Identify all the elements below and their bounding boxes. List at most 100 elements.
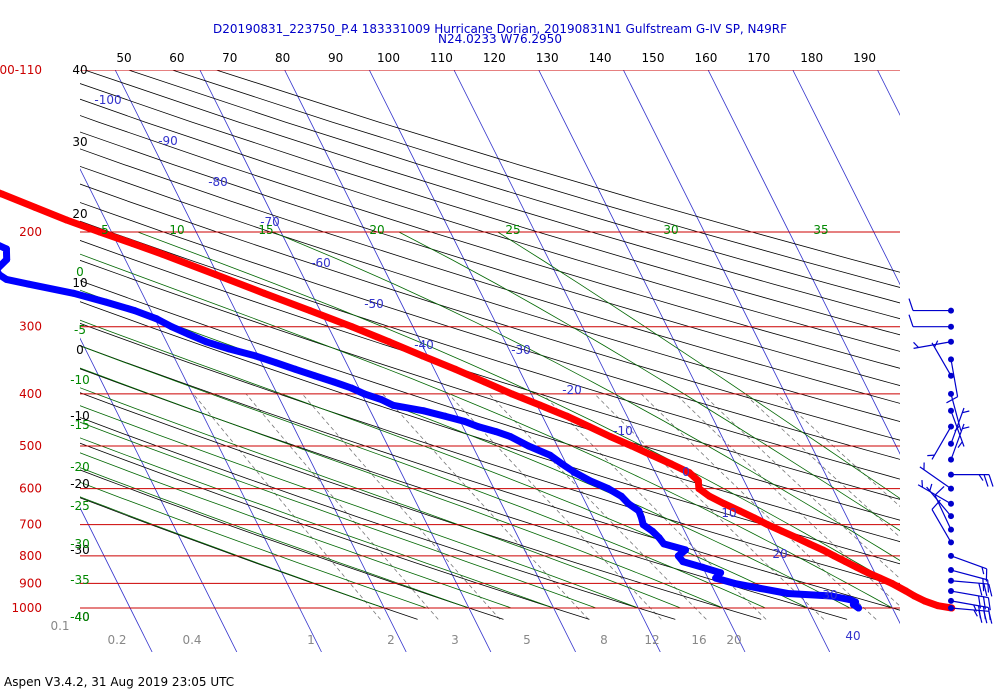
pressure-tick-label: 600 (19, 482, 42, 496)
chart-subtitle: N24.0233 W76.2950 (438, 32, 562, 46)
temperature-point (0, 190, 6, 198)
mixing-ratio-label: 20 (726, 633, 741, 647)
moist-adiabat-label: -40 (70, 610, 90, 624)
dewpoint-point (225, 345, 233, 353)
dry-adiabat-line (84, 70, 900, 320)
top-axis-tick-label: 120 (483, 51, 506, 65)
dewpoint-point (2, 275, 10, 283)
theta-e-label: 20 (369, 223, 384, 237)
theta-e-label: 5 (101, 223, 109, 237)
top-axis-tick-label: 140 (589, 51, 612, 65)
dewpoint-point (360, 390, 368, 398)
dewpoint-point (855, 604, 863, 612)
height-tick-label: -20 (70, 477, 90, 491)
mixing-ratio-line (744, 393, 900, 538)
dry-adiabat-line (80, 259, 900, 521)
wind-barb (908, 314, 954, 330)
theta-e-label: 10 (169, 223, 184, 237)
mixing-ratio-label: 0.2 (107, 633, 126, 647)
dewpoint-point (389, 401, 397, 409)
dry-adiabat-line (80, 165, 900, 422)
mixing-ratio-line (301, 393, 501, 620)
height-tick-label: 10 (72, 276, 87, 290)
dewpoint-point (347, 384, 355, 392)
dewpoint-point (461, 417, 469, 425)
wind-barb-feather (962, 410, 970, 414)
temperature-point (876, 574, 884, 582)
dewpoint-point (586, 477, 594, 485)
mixing-ratio-line (192, 393, 381, 620)
temperature-point (695, 485, 703, 493)
wind-barb-station (948, 485, 954, 492)
dry-adiabat-line (128, 70, 900, 304)
wind-barb-station (948, 500, 954, 507)
temperature-point (31, 203, 39, 211)
dewpoint-point (717, 569, 725, 577)
wind-barb-staff (919, 466, 952, 490)
wind-barb (913, 338, 954, 349)
wind-barb-station (948, 356, 954, 363)
dewpoint-point (827, 592, 835, 600)
wind-barb-station (948, 338, 954, 345)
dry-adiabat-line (80, 240, 900, 500)
isotherm-line (199, 70, 492, 652)
wind-barb-feather (988, 583, 993, 597)
mixing-ratio-label: 0.1 (50, 619, 69, 633)
height-tick-label: -40 (70, 610, 90, 624)
temperature-point (585, 423, 593, 431)
wind-barb (948, 407, 970, 447)
wind-barb-feather (987, 607, 991, 621)
wind-barb-feather (957, 441, 963, 448)
wind-barb-station (948, 471, 954, 478)
theta-e-label: 35 (813, 223, 828, 237)
dewpoint-point (635, 507, 643, 515)
isotherm-label: -70 (260, 215, 280, 229)
pressure-tick-label: 700 (19, 518, 42, 532)
dewpoint-point (639, 521, 647, 529)
pressure-tick-label: 400 (19, 387, 42, 401)
top-axis-tick-label: 170 (747, 51, 770, 65)
dry-adiabat-line (80, 148, 900, 404)
dewpoint-point (730, 579, 738, 587)
isotherm-label: 40 (845, 629, 860, 643)
wind-barb (948, 588, 991, 611)
dewpoint-point (846, 596, 854, 604)
moist-adiabat-label: 0 (76, 265, 84, 279)
pressure-tick-label: 200 (19, 225, 42, 239)
wind-barb-staff (950, 580, 989, 585)
dewpoint-point (492, 428, 500, 436)
mixing-ratio-line (776, 393, 900, 507)
wind-barb-feather (978, 474, 984, 481)
moist-adiabat-line (80, 405, 639, 609)
height-tick-label: 0 (76, 343, 84, 357)
temperature-point (667, 460, 675, 468)
pressure-tick-label: 1000 (11, 601, 42, 615)
wind-barb-staff (950, 423, 965, 460)
wind-barb (948, 423, 970, 463)
top-axis-tick-label: 70 (222, 51, 237, 65)
dry-adiabat-line (80, 280, 900, 543)
dry-adiabat-line (80, 392, 762, 620)
footer-text: Aspen V3.4.2, 31 Aug 2019 23:05 UTC (4, 675, 235, 689)
temperature-point (508, 390, 516, 398)
top-axis-tick-label: 110 (430, 51, 453, 65)
isotherm-label: -10 (613, 424, 633, 438)
wind-barb-feather (908, 298, 914, 311)
isotherm-line (80, 168, 322, 652)
top-axis-tick-label: 130 (536, 51, 559, 65)
wind-barb (948, 552, 988, 582)
dewpoint-point (272, 359, 280, 367)
temperature-point (694, 477, 702, 485)
wind-barb-feather (982, 596, 986, 610)
dry-adiabat-line (80, 202, 900, 460)
wind-barb-station (948, 552, 954, 559)
mixing-ratio-line (702, 393, 900, 580)
temperature-point (648, 451, 656, 459)
temperature-point (736, 507, 744, 515)
isotherm-label: -50 (364, 297, 384, 311)
temperature-point (841, 558, 849, 566)
wind-barb-feather (929, 483, 933, 492)
dewpoint-point (378, 396, 386, 404)
isotherm-label: 0 (682, 465, 690, 479)
height-tick-label: 20 (72, 207, 87, 221)
